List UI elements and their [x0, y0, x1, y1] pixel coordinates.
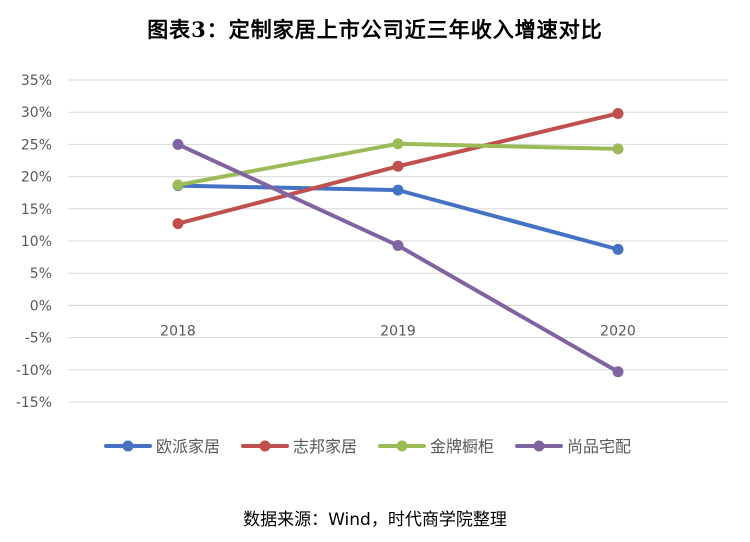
y-tick-label: -10%	[16, 363, 52, 379]
data-point	[392, 138, 404, 150]
legend-label: 尚品宅配	[567, 437, 631, 456]
data-point	[172, 218, 184, 230]
y-tick-label: 15%	[21, 202, 52, 218]
y-tick-label: 0%	[30, 298, 52, 314]
y-tick-label: 25%	[21, 137, 52, 153]
y-tick-label: 30%	[21, 105, 52, 121]
y-tick-label: -5%	[25, 331, 52, 347]
source-note: 数据来源：Wind，时代商学院整理	[243, 510, 507, 530]
data-point	[392, 240, 404, 252]
data-point	[612, 107, 624, 119]
data-point	[612, 366, 624, 378]
data-point	[612, 243, 624, 255]
legend-marker	[259, 440, 271, 452]
legend-label: 志邦家居	[293, 437, 357, 456]
y-tick-label: 20%	[21, 170, 52, 186]
data-point	[392, 184, 404, 196]
x-tick-label: 2020	[600, 323, 636, 339]
legend-label: 金牌橱柜	[430, 437, 494, 456]
y-tick-label: 35%	[21, 73, 52, 89]
y-tick-label: 5%	[30, 266, 52, 282]
data-point	[392, 160, 404, 172]
chart-title: 图表3：定制家居上市公司近三年收入增速对比	[147, 17, 603, 42]
legend-label: 欧派家居	[156, 437, 220, 456]
y-tick-label: 10%	[21, 234, 52, 250]
legend-marker	[396, 440, 408, 452]
legend-marker	[122, 440, 134, 452]
data-point	[612, 143, 624, 155]
legend-marker	[533, 440, 545, 452]
data-point	[172, 179, 184, 191]
data-point	[172, 138, 184, 150]
x-tick-label: 2019	[380, 323, 416, 339]
x-tick-label: 2018	[160, 323, 196, 339]
y-tick-label: -15%	[16, 395, 52, 411]
